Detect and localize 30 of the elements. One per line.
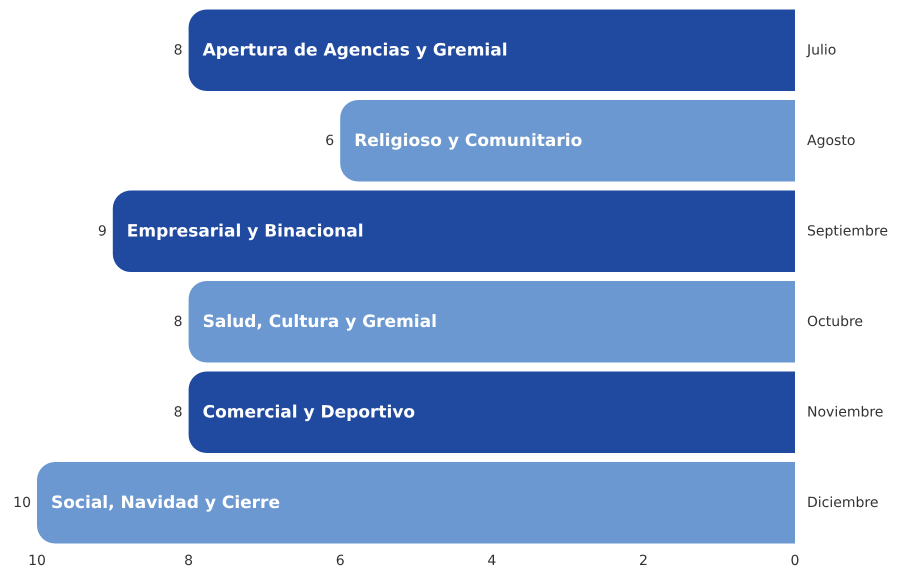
bar: [188, 281, 795, 362]
annotation: Apertura de Agencias y Gremial: [202, 40, 508, 60]
x-tick-label: 8: [184, 553, 194, 569]
y-tick-label: Diciembre: [807, 494, 878, 511]
x-tick-label: 2: [638, 553, 648, 569]
y-tick-label: Noviembre: [807, 404, 884, 420]
data-label: 8: [174, 314, 183, 330]
data-label: 10: [13, 494, 31, 511]
x-tick-label: 0: [790, 553, 800, 569]
bar: [188, 372, 795, 453]
data-label: 8: [174, 404, 183, 420]
data-label: 9: [98, 223, 107, 240]
data-label: 6: [325, 132, 334, 149]
y-tick-label: Julio: [806, 42, 836, 58]
bar: [37, 462, 795, 544]
x-tick-label: 10: [28, 553, 46, 569]
annotation: Religioso y Comunitario: [354, 130, 582, 151]
y-tick-label: Octubre: [807, 314, 864, 330]
bar: [188, 10, 795, 91]
y-tick-label: Agosto: [807, 132, 856, 149]
annotation: Empresarial y Binacional: [126, 221, 364, 242]
annotation: Social, Navidad y Cierre: [51, 492, 280, 513]
annotation: Comercial y Deportivo: [202, 402, 416, 422]
bar: [340, 100, 795, 182]
x-tick-label: 4: [487, 553, 496, 569]
y-tick-label: Septiembre: [807, 223, 888, 240]
x-tick-label: 6: [336, 553, 345, 569]
data-label: 8: [174, 42, 183, 58]
bar: [112, 190, 795, 272]
annotation: Salud, Cultura y Gremial: [202, 312, 437, 332]
